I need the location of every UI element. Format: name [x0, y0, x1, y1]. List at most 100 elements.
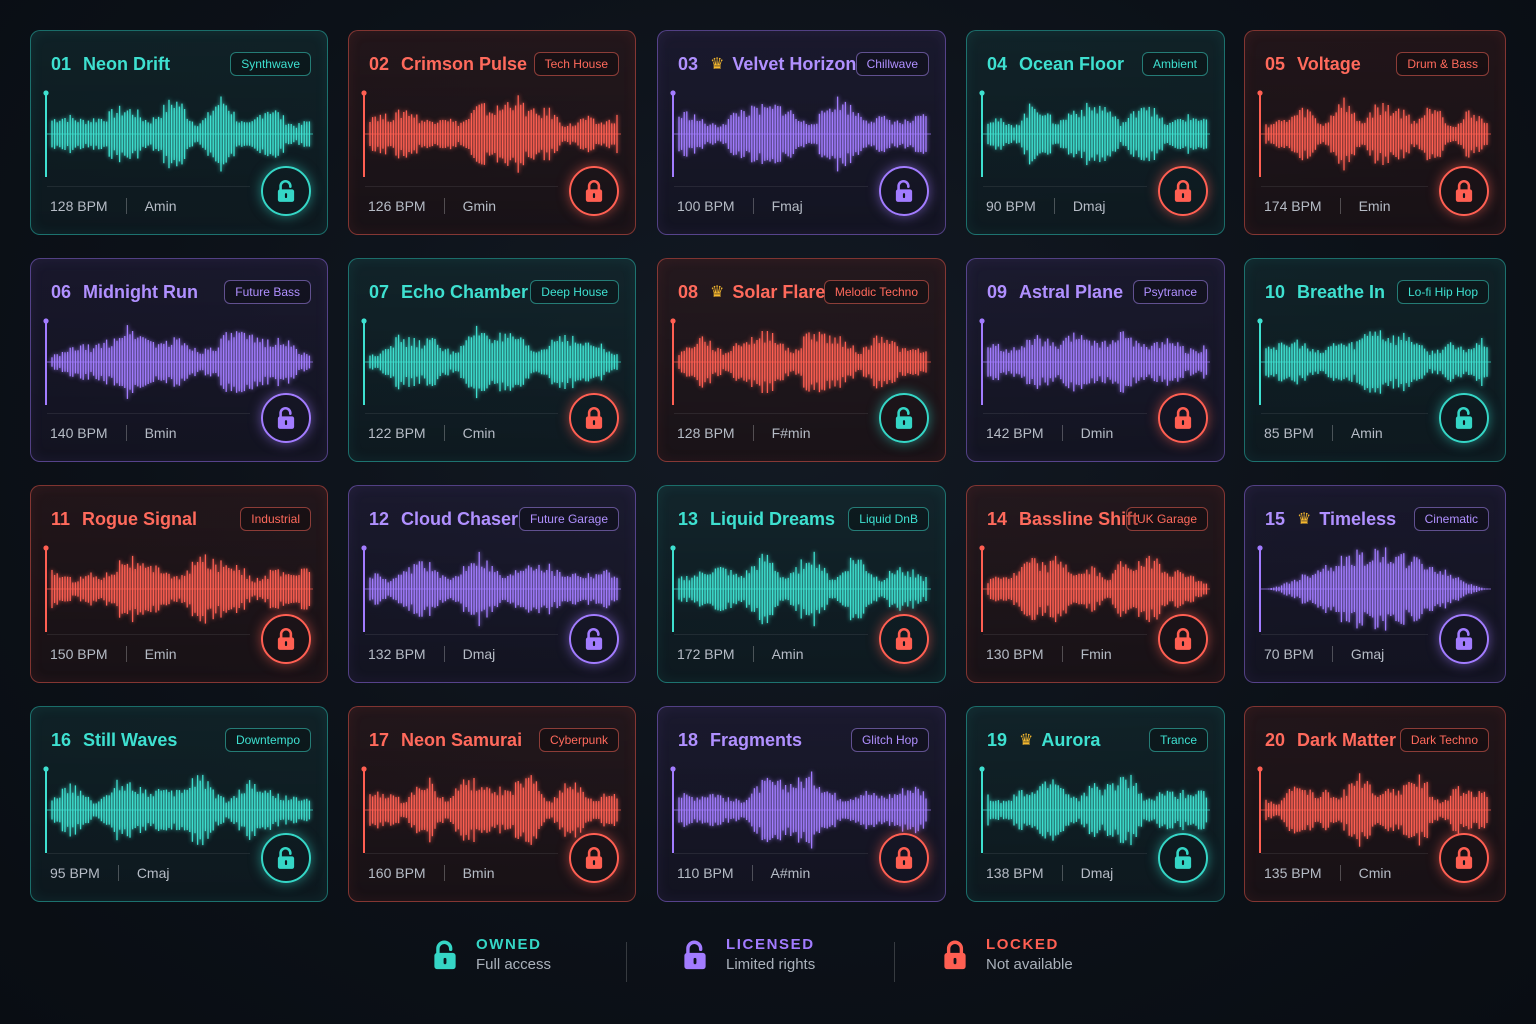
waveform[interactable] [670, 765, 935, 855]
track-meta: 172 BPM Amin [677, 646, 804, 662]
meta-separator [125, 425, 127, 441]
waveform[interactable] [1257, 89, 1495, 179]
waveform[interactable] [43, 765, 317, 855]
track-title[interactable]: Solar Flare [732, 281, 826, 302]
waveform[interactable] [43, 89, 317, 179]
track-title[interactable]: Aurora [1041, 729, 1101, 750]
lock-status-button[interactable] [261, 614, 311, 664]
waveform[interactable] [361, 544, 625, 634]
track-card[interactable]: 01 Neon Drift Synthwave 128 BPM Amin [30, 30, 328, 235]
track-card[interactable]: 12 Cloud Chaser Future Garage 132 BPM Dmaj [348, 485, 636, 683]
lock-status-button[interactable] [1158, 833, 1208, 883]
track-card[interactable]: 06 Midnight Run Future Bass 140 BPM Bmin [30, 258, 328, 462]
card-divider [983, 634, 1147, 635]
track-card[interactable]: 04 Ocean Floor Ambient 90 BPM Dmaj [966, 30, 1225, 235]
waveform[interactable] [43, 544, 317, 634]
track-card[interactable]: 03 ♛ Velvet Horizon Chillwave 100 BPM Fmaj [657, 30, 946, 235]
lock-status-button[interactable] [569, 833, 619, 883]
track-title[interactable]: Breathe In [1297, 281, 1386, 302]
track-card[interactable]: 13 Liquid Dreams Liquid DnB 172 BPM Amin [657, 485, 946, 683]
key-value: Cmin [462, 425, 496, 441]
track-card[interactable]: 20 Dark Matter Dark Techno 135 BPM Cmin [1244, 706, 1506, 902]
waveform[interactable] [361, 89, 625, 179]
lock-status-button[interactable] [1158, 166, 1208, 216]
waveform[interactable] [361, 317, 625, 407]
track-title[interactable]: Astral Plane [1019, 281, 1124, 302]
lock-status-button[interactable] [261, 166, 311, 216]
track-header: 09 Astral Plane Psytrance [987, 279, 1208, 305]
track-card[interactable]: 02 Crimson Pulse Tech House 126 BPM Gmin [348, 30, 636, 235]
track-title[interactable]: Neon Drift [83, 53, 171, 74]
track-title[interactable]: Liquid Dreams [710, 508, 836, 529]
track-title[interactable]: Cloud Chaser [401, 508, 519, 529]
genre-badge: Cyberpunk [538, 728, 619, 752]
track-title[interactable]: Velvet Horizon [732, 53, 857, 74]
card-divider [674, 634, 868, 635]
track-title[interactable]: Midnight Run [83, 281, 198, 302]
genre-badge: Downtempo [224, 728, 311, 752]
track-title[interactable]: Echo Chamber [401, 281, 529, 302]
lock-status-button[interactable] [569, 166, 619, 216]
card-divider [365, 634, 558, 635]
lock-status-button[interactable] [261, 833, 311, 883]
track-card[interactable]: 16 Still Waves Downtempo 95 BPM Cmaj [30, 706, 328, 902]
waveform[interactable] [1257, 317, 1495, 407]
track-title[interactable]: Voltage [1297, 53, 1361, 74]
track-card[interactable]: 10 Breathe In Lo-fi Hip Hop 85 BPM Amin [1244, 258, 1506, 462]
bpm-value: 85 BPM [1264, 425, 1314, 441]
track-title[interactable]: Fragments [710, 729, 803, 750]
lock-status-button[interactable] [1439, 614, 1489, 664]
lock-status-button[interactable] [1158, 393, 1208, 443]
track-card[interactable]: 15 ♛ Timeless Cinematic 70 BPM Gmaj [1244, 485, 1506, 683]
waveform[interactable] [670, 317, 935, 407]
waveform[interactable] [361, 765, 625, 855]
lock-status-button[interactable] [879, 166, 929, 216]
lock-status-button[interactable] [879, 614, 929, 664]
track-card[interactable]: 09 Astral Plane Psytrance 142 BPM Dmin [966, 258, 1225, 462]
lock-status-button[interactable] [1439, 166, 1489, 216]
track-header: 03 ♛ Velvet Horizon Chillwave [678, 51, 929, 77]
lock-status-button[interactable] [1158, 614, 1208, 664]
lock-status-button[interactable] [1439, 393, 1489, 443]
track-card[interactable]: 19 ♛ Aurora Trance 138 BPM Dmaj [966, 706, 1225, 902]
waveform[interactable] [43, 317, 317, 407]
waveform[interactable] [979, 317, 1214, 407]
track-card[interactable]: 08 ♛ Solar Flare Melodic Techno 128 BPM F#min [657, 258, 946, 462]
track-header: 08 ♛ Solar Flare Melodic Techno [678, 279, 929, 305]
track-title[interactable]: Bassline Shift [1019, 508, 1139, 529]
key-value: A#min [770, 865, 811, 881]
track-card[interactable]: 18 Fragments Glitch Hop 110 BPM A#min [657, 706, 946, 902]
waveform[interactable] [670, 544, 935, 634]
track-card[interactable]: 07 Echo Chamber Deep House 122 BPM Cmin [348, 258, 636, 462]
track-number: 20 [1265, 729, 1286, 750]
lock-status-button[interactable] [569, 393, 619, 443]
key-value: Emin [144, 646, 177, 662]
track-title[interactable]: Neon Samurai [401, 729, 523, 750]
track-card[interactable]: 11 Rogue Signal Industrial 150 BPM Emin [30, 485, 328, 683]
track-card[interactable]: 17 Neon Samurai Cyberpunk 160 BPM Bmin [348, 706, 636, 902]
legend-description: Not available [986, 956, 1073, 973]
track-header: 19 ♛ Aurora Trance [987, 727, 1208, 753]
track-title[interactable]: Rogue Signal [82, 508, 198, 529]
track-meta: 128 BPM Amin [50, 198, 177, 214]
track-title[interactable]: Still Waves [83, 729, 178, 750]
lock-status-button[interactable] [879, 833, 929, 883]
track-card[interactable]: 14 Bassline Shift UK Garage 130 BPM Fmin [966, 485, 1225, 683]
key-value: Bmin [144, 425, 177, 441]
track-title[interactable]: Dark Matter [1297, 729, 1397, 750]
track-title[interactable]: Ocean Floor [1019, 53, 1125, 74]
track-card[interactable]: 05 Voltage Drum & Bass 174 BPM Emin [1244, 30, 1506, 235]
track-title[interactable]: Crimson Pulse [401, 53, 528, 74]
track-title[interactable]: Timeless [1319, 508, 1397, 529]
bpm-value: 122 BPM [368, 425, 426, 441]
lock-status-button[interactable] [569, 614, 619, 664]
lock-status-button[interactable] [1439, 833, 1489, 883]
waveform[interactable] [979, 544, 1214, 634]
lock-status-button[interactable] [261, 393, 311, 443]
waveform[interactable] [979, 89, 1214, 179]
waveform[interactable] [670, 89, 935, 179]
waveform[interactable] [979, 765, 1214, 855]
waveform[interactable] [1257, 765, 1495, 855]
waveform[interactable] [1257, 544, 1495, 634]
lock-status-button[interactable] [879, 393, 929, 443]
